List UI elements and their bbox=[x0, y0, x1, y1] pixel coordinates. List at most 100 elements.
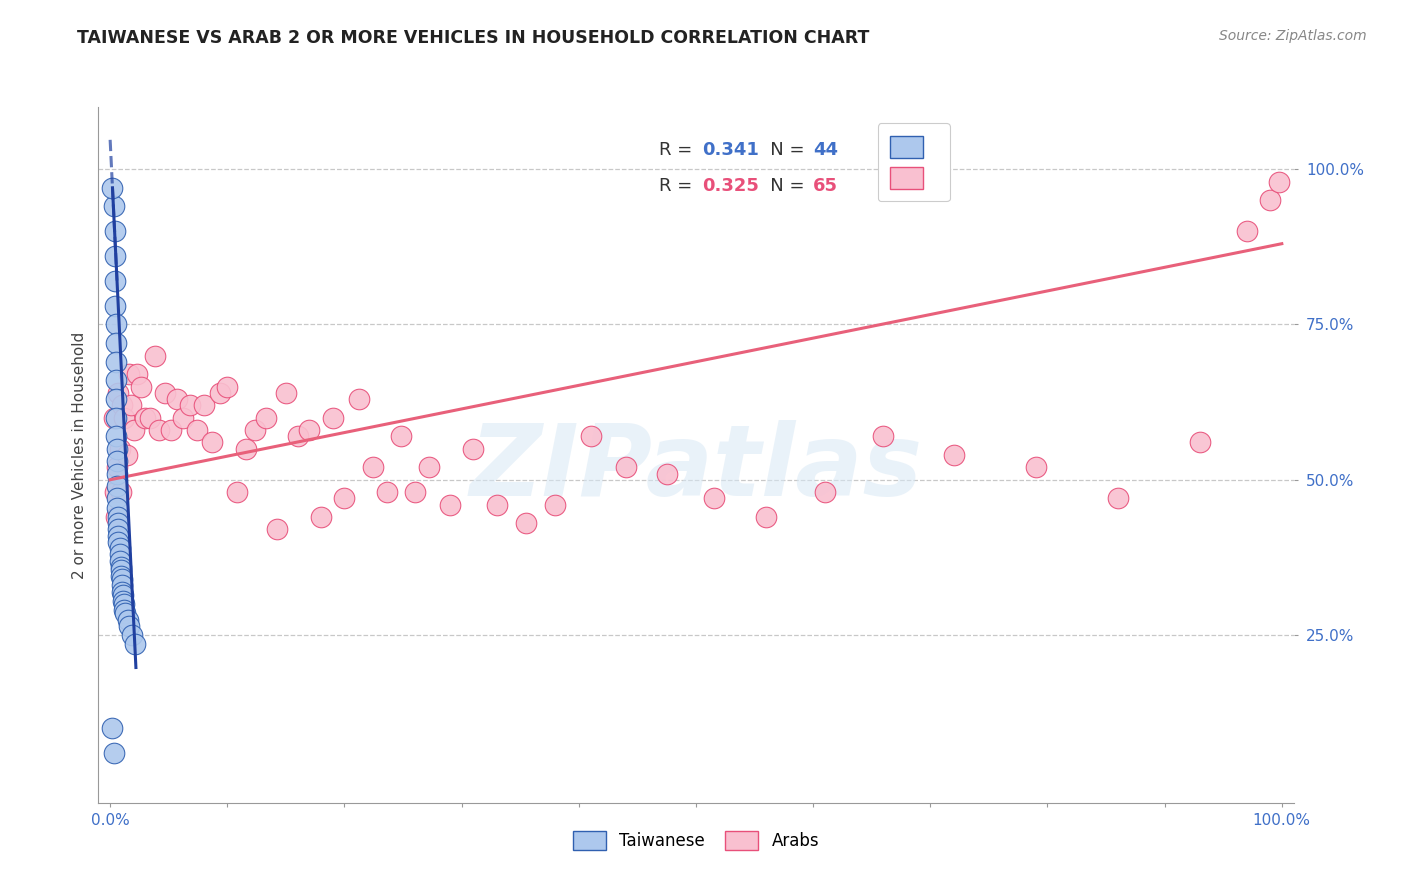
Point bbox=[103, 199, 125, 213]
Text: N =: N = bbox=[754, 141, 811, 159]
Point bbox=[139, 410, 162, 425]
Point bbox=[110, 485, 132, 500]
Point bbox=[333, 491, 356, 506]
Point bbox=[112, 588, 135, 602]
Point bbox=[105, 373, 128, 387]
Point bbox=[186, 423, 208, 437]
Point bbox=[112, 594, 135, 608]
Point bbox=[112, 603, 135, 617]
Point bbox=[124, 637, 146, 651]
Point bbox=[101, 181, 124, 195]
Text: 0.341: 0.341 bbox=[702, 141, 759, 159]
Point bbox=[105, 318, 128, 332]
Point bbox=[298, 423, 321, 437]
Text: 0.325: 0.325 bbox=[702, 178, 759, 195]
Point bbox=[1188, 435, 1211, 450]
Text: 44: 44 bbox=[813, 141, 838, 159]
Point bbox=[104, 274, 127, 288]
Text: R =: R = bbox=[659, 178, 697, 195]
Point bbox=[404, 485, 426, 500]
Point bbox=[375, 485, 398, 500]
Point bbox=[1107, 491, 1129, 506]
Point bbox=[1025, 460, 1047, 475]
Point bbox=[439, 498, 461, 512]
Point bbox=[107, 523, 129, 537]
Point bbox=[118, 619, 141, 633]
Point bbox=[347, 392, 370, 406]
Point bbox=[117, 613, 139, 627]
Point bbox=[148, 423, 170, 437]
Point bbox=[107, 385, 129, 400]
Point bbox=[104, 299, 127, 313]
Point bbox=[703, 491, 725, 506]
Point bbox=[179, 398, 201, 412]
Point bbox=[115, 448, 138, 462]
Text: R =: R = bbox=[659, 141, 697, 159]
Point bbox=[155, 385, 177, 400]
Point bbox=[101, 721, 124, 735]
Point bbox=[172, 410, 194, 425]
Point bbox=[108, 442, 131, 456]
Point bbox=[105, 467, 128, 481]
Point bbox=[104, 224, 127, 238]
Point bbox=[105, 355, 128, 369]
Point bbox=[872, 429, 894, 443]
Point bbox=[112, 597, 135, 611]
Legend: Taiwanese, Arabs: Taiwanese, Arabs bbox=[567, 824, 825, 857]
Point bbox=[104, 485, 127, 500]
Text: 65: 65 bbox=[813, 178, 838, 195]
Point bbox=[287, 429, 309, 443]
Point bbox=[463, 442, 485, 456]
Point bbox=[166, 392, 188, 406]
Point bbox=[105, 392, 128, 406]
Text: N =: N = bbox=[754, 178, 811, 195]
Point bbox=[111, 398, 134, 412]
Point bbox=[105, 491, 128, 506]
Text: TAIWANESE VS ARAB 2 OR MORE VEHICLES IN HOUSEHOLD CORRELATION CHART: TAIWANESE VS ARAB 2 OR MORE VEHICLES IN … bbox=[77, 29, 870, 46]
Point bbox=[104, 249, 127, 263]
Point bbox=[544, 498, 567, 512]
Point bbox=[108, 553, 131, 567]
Point bbox=[118, 367, 141, 381]
Point bbox=[160, 423, 183, 437]
Point bbox=[614, 460, 637, 475]
Text: ZIPatlas: ZIPatlas bbox=[470, 420, 922, 517]
Point bbox=[143, 349, 166, 363]
Point bbox=[110, 563, 132, 577]
Point bbox=[105, 510, 128, 524]
Point bbox=[245, 423, 267, 437]
Point bbox=[103, 746, 125, 760]
Point bbox=[1258, 193, 1281, 207]
Point bbox=[120, 398, 142, 412]
Point bbox=[389, 429, 412, 443]
Point bbox=[193, 398, 215, 412]
Point bbox=[225, 485, 247, 500]
Point bbox=[122, 423, 145, 437]
Text: Source: ZipAtlas.com: Source: ZipAtlas.com bbox=[1219, 29, 1367, 43]
Point bbox=[105, 410, 128, 425]
Point bbox=[655, 467, 678, 481]
Point bbox=[107, 516, 129, 531]
Point bbox=[127, 367, 149, 381]
Point bbox=[105, 442, 128, 456]
Point bbox=[110, 569, 132, 583]
Point bbox=[254, 410, 277, 425]
Point bbox=[121, 628, 143, 642]
Point bbox=[105, 460, 128, 475]
Point bbox=[201, 435, 224, 450]
Point bbox=[217, 379, 239, 393]
Point bbox=[107, 534, 129, 549]
Point bbox=[942, 448, 965, 462]
Point bbox=[112, 410, 135, 425]
Point bbox=[108, 541, 131, 555]
Point bbox=[309, 510, 332, 524]
Point bbox=[579, 429, 602, 443]
Point bbox=[361, 460, 384, 475]
Point bbox=[105, 454, 128, 468]
Point bbox=[235, 442, 257, 456]
Point bbox=[114, 607, 136, 621]
Point bbox=[103, 410, 125, 425]
Point bbox=[418, 460, 440, 475]
Point bbox=[1236, 224, 1258, 238]
Point bbox=[814, 485, 837, 500]
